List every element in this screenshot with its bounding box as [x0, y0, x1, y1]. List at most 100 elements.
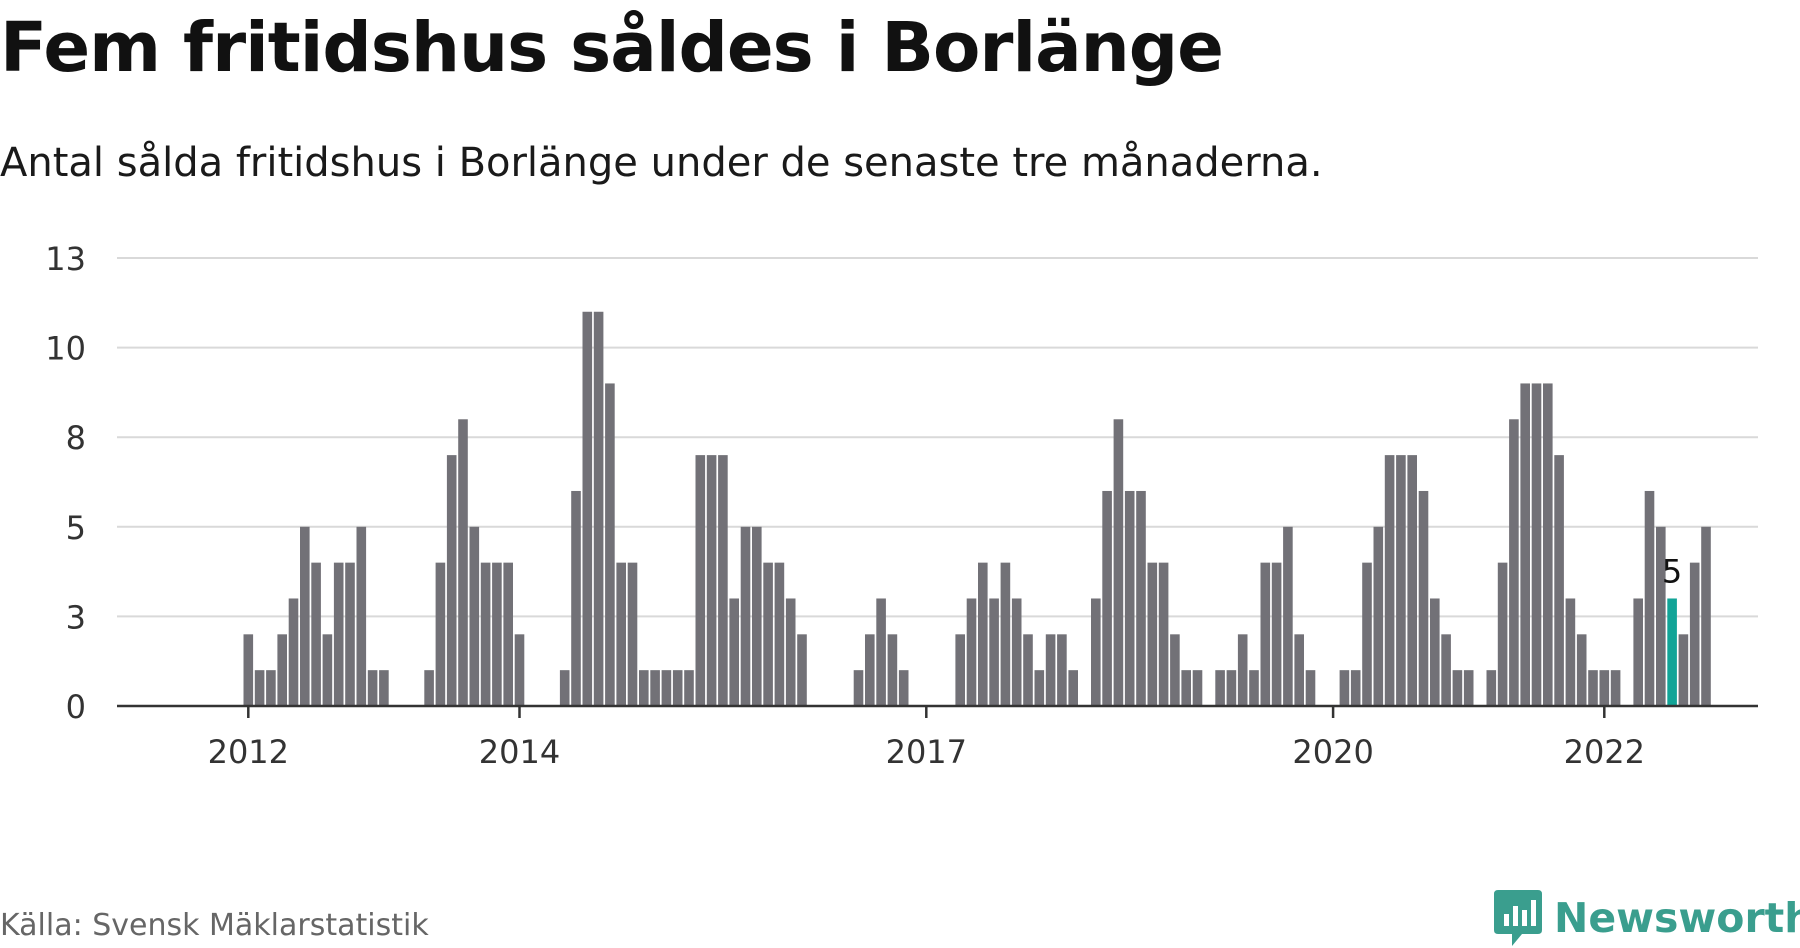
bar [1170, 634, 1180, 706]
bar [1644, 490, 1655, 706]
bar [774, 562, 785, 706]
bar [1260, 562, 1271, 706]
bar [1237, 634, 1248, 706]
bar [1701, 526, 1711, 706]
y-tick-label: 5 [66, 509, 86, 547]
y-tick-label: 3 [66, 598, 86, 636]
bar [356, 526, 367, 706]
bar [1350, 670, 1361, 706]
bar [729, 598, 739, 706]
bar [503, 562, 513, 706]
bar [1520, 383, 1530, 706]
bar [266, 670, 276, 706]
y-tick-label: 10 [45, 330, 86, 368]
bar [514, 634, 525, 706]
y-tick-label: 0 [66, 688, 86, 726]
bar [605, 383, 615, 706]
bar [1509, 419, 1519, 706]
bar [1554, 455, 1564, 706]
bars [243, 311, 1711, 706]
bar [288, 598, 299, 706]
bar [367, 670, 378, 706]
bar [1418, 490, 1429, 706]
bar [1678, 634, 1689, 706]
bar [1543, 383, 1553, 706]
annotations: 5 [1662, 552, 1682, 590]
bar [898, 670, 909, 706]
bar [672, 670, 683, 706]
bar [1441, 634, 1451, 706]
bar [876, 598, 886, 706]
bar [661, 670, 672, 706]
bar [300, 526, 310, 706]
bar [1633, 598, 1643, 706]
bar [1339, 670, 1350, 706]
bar [1181, 670, 1191, 706]
bar [469, 526, 480, 706]
x-tick-label: 2020 [1292, 733, 1373, 771]
bar [718, 455, 728, 706]
bar [1565, 598, 1576, 706]
bar [379, 670, 389, 706]
bar [639, 670, 649, 706]
bar [989, 598, 999, 706]
bar [616, 562, 626, 706]
bar [582, 311, 593, 706]
bar [1045, 634, 1056, 706]
bar [593, 311, 604, 706]
bar [1588, 670, 1598, 706]
bar [322, 634, 333, 706]
bar [1283, 526, 1293, 706]
bar [1486, 670, 1497, 706]
bar [1034, 670, 1045, 706]
bar [1656, 526, 1666, 706]
bar [865, 634, 875, 706]
bar [277, 634, 287, 706]
bar [706, 455, 717, 706]
bar [1452, 670, 1463, 706]
bar [1192, 670, 1203, 706]
bar [424, 670, 434, 706]
x-tick-label: 2022 [1564, 733, 1645, 771]
bar [853, 670, 864, 706]
bar [1147, 562, 1158, 706]
bar [887, 634, 898, 706]
bar [333, 562, 344, 706]
y-tick-label: 8 [66, 419, 86, 457]
chart-subtitle: Antal sålda fritidshus i Borlänge under … [0, 140, 1323, 186]
bar [1576, 634, 1587, 706]
bar [1249, 670, 1259, 706]
bar [1294, 634, 1304, 706]
bar-chart: 0 3 5 8 10 13 2012 2014 2017 2020 2022 5 [45, 240, 1758, 771]
bar [480, 562, 491, 706]
bar [695, 455, 706, 706]
highlight-value-label: 5 [1662, 552, 1682, 590]
bar [345, 562, 355, 706]
brand-logo: Newsworthy [1494, 890, 1800, 946]
bar [1396, 455, 1406, 706]
bar [311, 562, 321, 706]
bar [740, 526, 751, 706]
bar [1384, 455, 1395, 706]
bar [492, 562, 502, 706]
highlighted-bar [1667, 598, 1677, 706]
bar [1057, 634, 1067, 706]
y-tick-label: 13 [45, 240, 86, 278]
bar [1689, 562, 1700, 706]
x-axis: 2012 2014 2017 2020 2022 [117, 704, 1758, 771]
bar [752, 526, 762, 706]
bar [571, 490, 581, 706]
newsworthy-logo-icon [1494, 890, 1542, 946]
bar [1158, 562, 1169, 706]
bar [1497, 562, 1508, 706]
bar [785, 598, 796, 706]
bar [1226, 670, 1237, 706]
bar [627, 562, 638, 706]
bar [1102, 490, 1112, 706]
bar [559, 670, 570, 706]
bar [1000, 562, 1011, 706]
bar [955, 634, 965, 706]
bar [1430, 598, 1440, 706]
chart-title: Fem fritidshus såldes i Borlänge [0, 8, 1224, 88]
bar [1091, 598, 1101, 706]
